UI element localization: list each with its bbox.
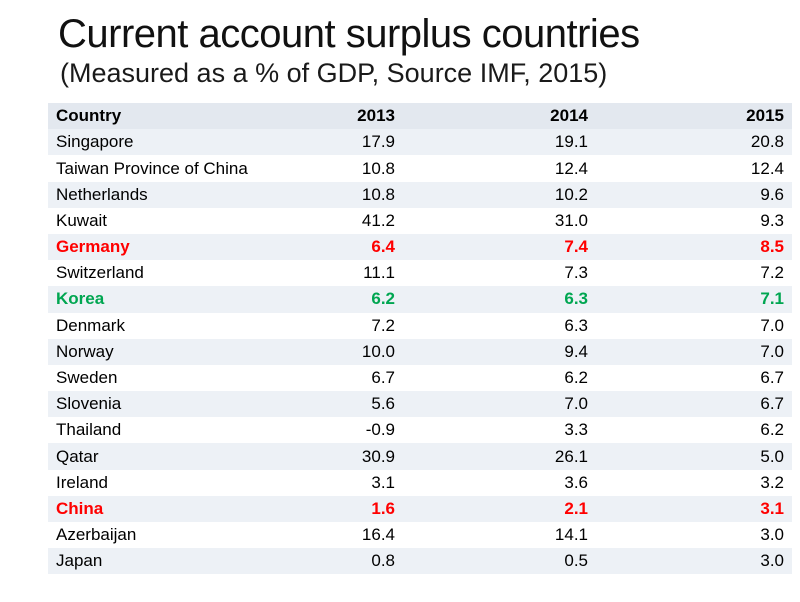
value-cell: 10.8 <box>361 184 395 204</box>
country-cell: Sweden <box>56 368 118 388</box>
value-cell: 20.8 <box>750 132 784 152</box>
col-header-year-2013: 2013 <box>357 106 395 126</box>
value-cell: 10.8 <box>361 158 395 178</box>
country-cell: Switzerland <box>56 263 144 283</box>
value-cell: 2.1 <box>564 498 588 518</box>
value-cell: -0.9 <box>365 420 395 440</box>
value-cell: 1.6 <box>371 498 395 518</box>
country-cell: Taiwan Province of China <box>56 158 248 178</box>
table-row: Switzerland 11.1 7.3 7.2 <box>48 260 792 287</box>
table-row: Taiwan Province of China 10.8 12.4 12.4 <box>48 155 792 182</box>
surplus-table: Country 2013 2014 2015 Singapore 17.9 19.1 20.… <box>48 103 792 575</box>
value-cell: 7.3 <box>564 263 588 283</box>
value-cell: 5.0 <box>760 446 784 466</box>
value-cell: 6.7 <box>371 368 395 388</box>
value-cell: 10.2 <box>554 184 588 204</box>
value-cell: 9.4 <box>564 341 588 361</box>
value-cell: 6.7 <box>760 368 784 388</box>
table-row: Azerbaijan 16.4 14.1 3.0 <box>48 522 792 549</box>
table-row: Kuwait 41.2 31.0 9.3 <box>48 207 792 234</box>
value-cell: 7.0 <box>564 394 588 414</box>
value-cell: 10.0 <box>361 341 395 361</box>
table-row: Thailand -0.9 3.3 6.2 <box>48 417 792 444</box>
value-cell: 30.9 <box>361 446 395 466</box>
value-cell: 9.3 <box>760 210 784 230</box>
value-cell: 41.2 <box>361 210 395 230</box>
value-cell: 17.9 <box>361 132 395 152</box>
value-cell: 5.6 <box>371 394 395 414</box>
table-row: Netherlands 10.8 10.2 9.6 <box>48 181 792 208</box>
value-cell: 11.1 <box>363 263 395 283</box>
country-cell: Japan <box>56 551 103 571</box>
table-row: Japan 0.8 0.5 3.0 <box>48 548 792 575</box>
value-cell: 3.3 <box>564 420 588 440</box>
value-cell: 6.3 <box>564 289 588 309</box>
value-cell: 0.5 <box>564 551 588 571</box>
table-row: Singapore 17.9 19.1 20.8 <box>48 129 792 156</box>
country-cell: Slovenia <box>56 394 122 414</box>
value-cell: 6.2 <box>564 368 588 388</box>
value-cell: 6.7 <box>760 394 784 414</box>
value-cell: 0.8 <box>371 551 395 571</box>
value-cell: 12.4 <box>750 158 784 178</box>
value-cell: 31.0 <box>554 210 588 230</box>
table-row: Germany 6.4 7.4 8.5 <box>48 233 792 261</box>
country-cell: Netherlands <box>56 184 148 204</box>
col-header-year-2014: 2014 <box>550 106 588 126</box>
country-cell: Denmark <box>56 315 125 335</box>
table-row: Denmark 7.2 6.3 7.0 <box>48 312 792 339</box>
value-cell: 3.0 <box>760 525 784 545</box>
country-cell: Kuwait <box>56 210 108 230</box>
value-cell: 7.4 <box>564 237 588 257</box>
table-row: Norway 10.0 9.4 7.0 <box>48 338 792 365</box>
value-cell: 12.4 <box>554 158 588 178</box>
page-subtitle: (Measured as a % of GDP, Source IMF, 201… <box>60 58 608 88</box>
table-row: Sweden 6.7 6.2 6.7 <box>48 364 792 392</box>
value-cell: 7.2 <box>760 263 784 283</box>
country-cell: Korea <box>56 289 105 309</box>
value-cell: 6.4 <box>371 237 395 257</box>
country-cell: Qatar <box>56 446 99 466</box>
page-title: Current account surplus countries <box>58 12 640 56</box>
value-cell: 14.1 <box>554 525 588 545</box>
country-cell: Thailand <box>56 420 122 440</box>
value-cell: 6.2 <box>371 289 395 309</box>
table-row: China 1.6 2.1 3.1 <box>48 495 792 523</box>
table-row: Slovenia 5.6 7.0 6.7 <box>48 391 792 418</box>
value-cell: 26.1 <box>554 446 588 466</box>
table-header-row: Country 2013 2014 2015 <box>48 103 792 130</box>
value-cell: 3.2 <box>760 472 784 492</box>
value-cell: 8.5 <box>760 237 784 257</box>
value-cell: 6.2 <box>760 420 784 440</box>
country-cell: Germany <box>56 237 130 257</box>
value-cell: 16.4 <box>361 525 395 545</box>
country-cell: Ireland <box>56 472 108 492</box>
table-row: Qatar 30.9 26.1 5.0 <box>48 443 792 470</box>
table-body: Singapore 17.9 19.1 20.8 Taiwan Province of … <box>48 129 792 575</box>
value-cell: 9.6 <box>760 184 784 204</box>
value-cell: 3.6 <box>564 472 588 492</box>
value-cell: 3.1 <box>760 498 784 518</box>
country-cell: Norway <box>56 341 114 361</box>
value-cell: 7.2 <box>371 315 395 335</box>
value-cell: 19.1 <box>554 132 588 152</box>
value-cell: 7.0 <box>760 341 784 361</box>
value-cell: 7.1 <box>760 289 784 309</box>
country-cell: Singapore <box>56 132 134 152</box>
col-header-country: Country <box>56 106 122 126</box>
value-cell: 6.3 <box>564 315 588 335</box>
table-row: Korea 6.2 6.3 7.1 <box>48 286 792 313</box>
value-cell: 3.1 <box>371 472 395 492</box>
table-row: Ireland 3.1 3.6 3.2 <box>48 469 792 496</box>
country-cell: Azerbaijan <box>56 525 137 545</box>
country-cell: China <box>56 498 104 518</box>
value-cell: 3.0 <box>760 551 784 571</box>
col-header-year-2015: 2015 <box>746 106 784 126</box>
value-cell: 7.0 <box>760 315 784 335</box>
